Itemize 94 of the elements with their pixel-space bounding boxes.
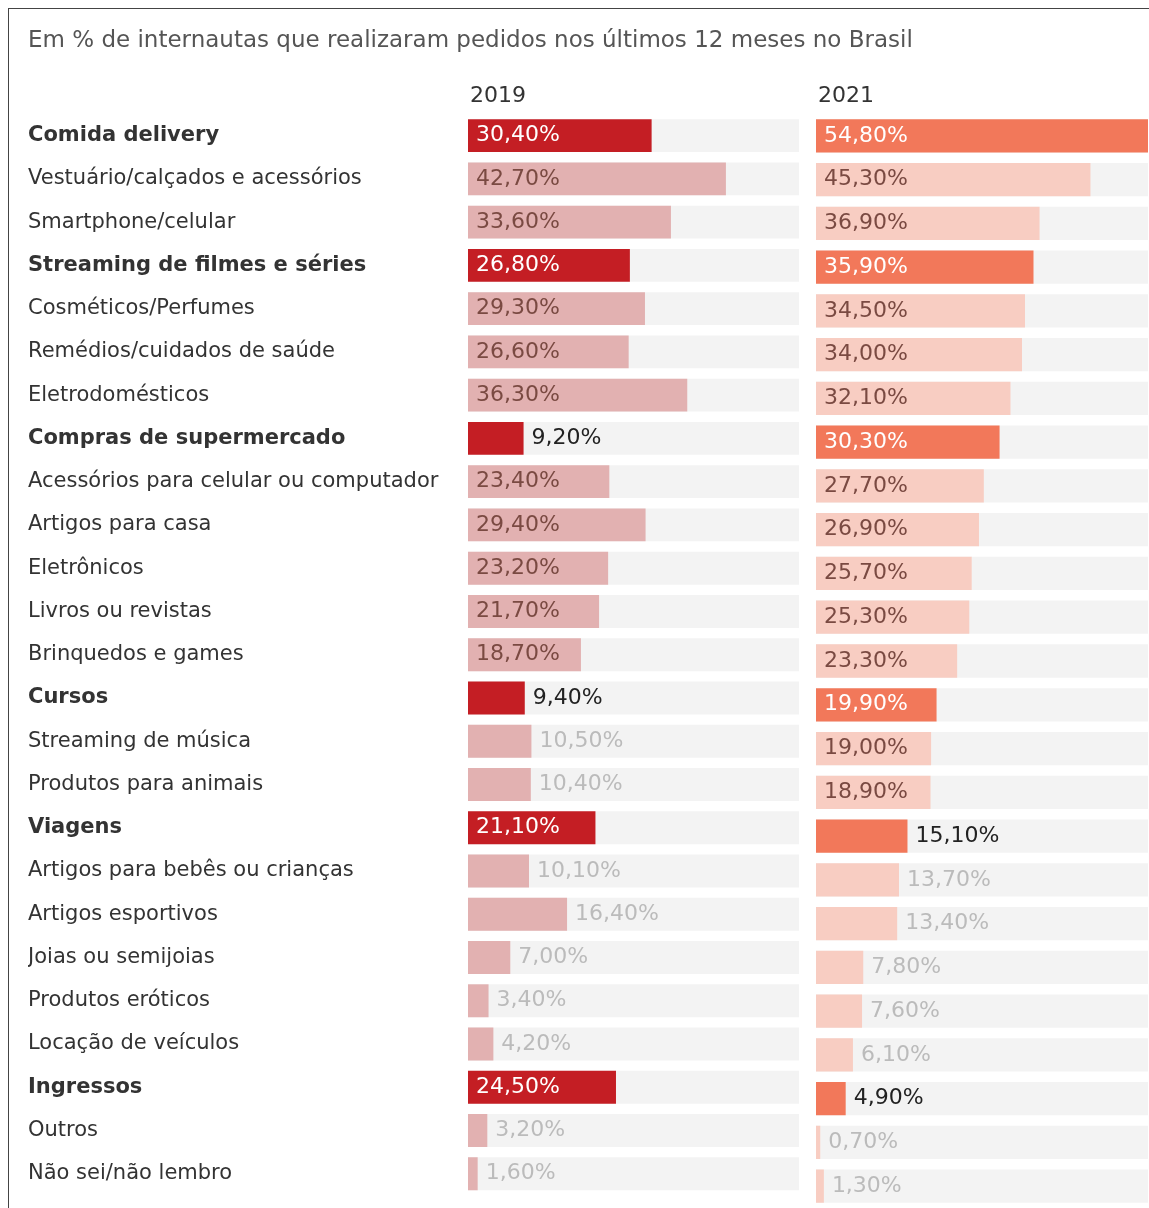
data-label: 54,80%	[824, 121, 908, 147]
chart-title: 2019	[470, 82, 526, 107]
y-tick-label: Smartphone/celular	[28, 208, 236, 233]
y-tick-label: Artigos para bebês ou crianças	[28, 857, 354, 882]
data-label: 33,60%	[476, 207, 560, 233]
data-label: 27,70%	[824, 471, 908, 497]
y-tick-label: Eletrônicos	[28, 554, 144, 579]
y-tick-label: Comida delivery	[28, 122, 220, 147]
data-label: 13,70%	[907, 865, 991, 891]
bar	[468, 421, 524, 455]
data-label: 25,30%	[824, 602, 908, 628]
data-label: 25,70%	[824, 559, 908, 585]
data-label: 30,30%	[824, 427, 908, 453]
y-tick-label: Acessórios para celular ou computador	[28, 468, 439, 493]
data-label: 7,80%	[871, 953, 942, 979]
bar	[816, 1169, 824, 1203]
y-tick-label: Streaming de filmes e séries	[28, 251, 367, 276]
data-label: 4,20%	[501, 1029, 572, 1055]
data-label: 35,90%	[824, 252, 908, 278]
data-label: 6,10%	[860, 1040, 931, 1066]
y-tick-label: Produtos para animais	[28, 770, 264, 795]
data-label: 18,70%	[476, 640, 560, 666]
data-label: 10,50%	[539, 726, 624, 752]
bar	[468, 724, 532, 758]
data-label: 26,90%	[824, 515, 908, 541]
data-label: 7,60%	[870, 996, 940, 1022]
y-tick-label: Livros ou revistas	[28, 597, 212, 622]
y-tick-label: Locação de veículos	[28, 1030, 240, 1055]
data-label: 29,30%	[476, 294, 560, 320]
data-label: 34,50%	[824, 296, 908, 322]
data-label: 29,40%	[476, 510, 560, 536]
data-label: 1,30%	[831, 1171, 902, 1197]
data-label: 45,30%	[824, 165, 908, 191]
y-tick-label: Compras de supermercado	[28, 424, 346, 449]
bar	[816, 1081, 846, 1116]
bar	[816, 994, 863, 1028]
y-tick-label: Cursos	[28, 684, 109, 709]
bar	[816, 1038, 853, 1072]
y-tick-label: Vestuário/calçados e acessórios	[28, 165, 362, 190]
bar	[816, 1125, 821, 1159]
bar	[468, 941, 511, 974]
y-tick-label: Artigos para casa	[28, 511, 212, 536]
data-label: 26,60%	[476, 337, 560, 363]
bar	[468, 1157, 478, 1191]
y-tick-label: Eletrodomésticos	[28, 381, 210, 406]
y-tick-label: Streaming de música	[28, 727, 252, 752]
data-label: 23,40%	[476, 467, 560, 493]
data-label: 3,20%	[495, 1116, 566, 1142]
y-tick-label: Brinquedos e games	[28, 641, 244, 666]
bar	[468, 984, 489, 1018]
data-label: 7,00%	[518, 943, 589, 969]
y-tick-label: Produtos eróticos	[28, 987, 210, 1012]
y-tick-label: Não sei/não lembro	[28, 1160, 233, 1185]
data-label: 30,40%	[476, 121, 560, 147]
data-label: 42,70%	[476, 164, 560, 190]
bar	[468, 1114, 488, 1147]
data-label: 10,10%	[537, 856, 621, 882]
data-label: 18,90%	[824, 778, 908, 803]
data-label: 1,60%	[485, 1159, 556, 1185]
data-label: 23,20%	[476, 553, 560, 579]
data-label: 9,20%	[531, 424, 602, 450]
y-tick-label: Viagens	[28, 814, 122, 839]
data-label: 36,30%	[476, 380, 560, 406]
data-label: 34,00%	[824, 340, 908, 366]
bar	[468, 681, 525, 715]
chart-subtitle: Em % de internautas que realizaram pedidos nos últimos 12 meses no Brasil	[28, 26, 913, 52]
y-tick-label: Outros	[28, 1116, 99, 1141]
bar	[468, 1027, 494, 1061]
data-label: 16,40%	[575, 899, 659, 925]
y-tick-label: Remédios/cuidados de saúde	[28, 338, 335, 363]
data-label: 3,40%	[496, 986, 567, 1012]
data-label: 13,40%	[905, 909, 990, 935]
data-label: 0,70%	[828, 1128, 899, 1154]
y-tick-label: Ingressos	[28, 1073, 143, 1098]
data-label: 32,10%	[824, 384, 908, 410]
data-label: 21,10%	[476, 813, 560, 839]
data-label: 15,10%	[915, 821, 1000, 847]
data-label: 19,90%	[824, 690, 908, 716]
bar	[468, 854, 530, 888]
data-label: 23,30%	[824, 646, 908, 672]
chart-title: 2021	[818, 82, 874, 107]
data-label: 36,90%	[824, 209, 908, 235]
y-tick-label: Artigos esportivos	[28, 900, 218, 925]
data-label: 24,50%	[476, 1072, 560, 1098]
data-label: 21,70%	[476, 597, 560, 623]
data-label: 19,00%	[824, 734, 908, 760]
data-label: 10,40%	[538, 770, 623, 796]
y-tick-label: Cosméticos/Perfumes	[28, 295, 255, 320]
data-label: 9,40%	[532, 683, 603, 709]
data-label: 4,90%	[853, 1084, 924, 1110]
bar	[468, 768, 531, 801]
bar	[816, 906, 898, 941]
data-label: 26,80%	[476, 251, 560, 277]
bar	[816, 950, 864, 984]
